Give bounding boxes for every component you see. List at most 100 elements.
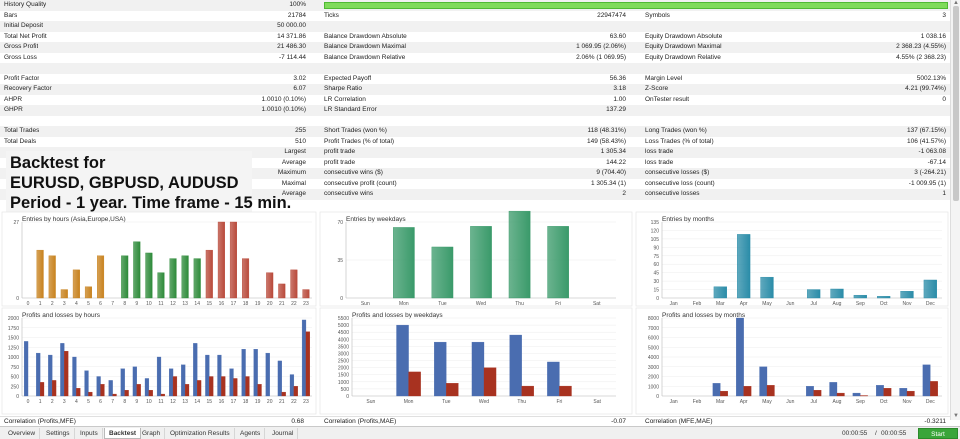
bar bbox=[60, 289, 68, 299]
backtest-overlay-caption: Backtest for EURUSD, GBPUSD, AUDUSD Peri… bbox=[6, 151, 291, 215]
profit-bar bbox=[253, 349, 258, 397]
y-tick-label: 8000 bbox=[648, 316, 659, 322]
profit-bar bbox=[265, 352, 270, 397]
profit-bar bbox=[48, 354, 53, 397]
loss-bar bbox=[124, 389, 129, 397]
x-tick-label: Sep bbox=[856, 301, 865, 307]
stats-row: Profit Factor 3.02 Expected Payoff 56.36 Mar… bbox=[0, 74, 950, 85]
x-tick-label: Thu bbox=[517, 399, 526, 405]
y-tick-label: 2500 bbox=[338, 359, 349, 365]
x-tick-label: Jul bbox=[810, 301, 816, 307]
start-button[interactable]: Start bbox=[918, 428, 958, 439]
profit-bar bbox=[471, 341, 485, 397]
stats-value: 118 (48.31%) bbox=[587, 127, 626, 134]
tab-backtest[interactable]: Backtest bbox=[104, 428, 142, 439]
stats-row bbox=[0, 63, 950, 74]
bar bbox=[290, 269, 298, 299]
loss-bar bbox=[233, 378, 238, 397]
stats-label: Loss Trades (% of total) bbox=[645, 137, 714, 145]
tab-graph[interactable]: Graph bbox=[138, 428, 166, 439]
y-tick-label: 105 bbox=[651, 237, 660, 243]
profit-bar bbox=[899, 388, 908, 397]
chart-title: Entries by months bbox=[662, 216, 715, 223]
tab-settings[interactable]: Settings bbox=[42, 428, 75, 439]
tab-inputs[interactable]: Inputs bbox=[76, 428, 103, 439]
scroll-thumb[interactable] bbox=[953, 6, 959, 201]
y-tick-label: 5000 bbox=[338, 323, 349, 329]
loss-bar bbox=[221, 376, 226, 397]
profit-bar bbox=[852, 392, 861, 397]
stats-value: 100% bbox=[289, 1, 306, 8]
y-tick-label: 2000 bbox=[8, 316, 19, 322]
correlation-profits-mfe-value: 0.68 bbox=[291, 418, 304, 425]
profit-bar bbox=[434, 341, 447, 397]
profit-bar bbox=[156, 356, 162, 397]
stats-label: profit trade bbox=[324, 158, 356, 166]
loss-bar bbox=[446, 383, 459, 397]
x-tick-label: 7 bbox=[111, 399, 114, 405]
bar bbox=[393, 227, 415, 299]
loss-bar bbox=[720, 390, 728, 397]
stats-value: 510 bbox=[295, 137, 306, 145]
profit-bar bbox=[36, 352, 41, 397]
y-tick-label: 500 bbox=[11, 375, 20, 381]
scroll-down-icon[interactable]: ▼ bbox=[953, 413, 959, 419]
stats-label: History Quality bbox=[4, 1, 47, 8]
stats-value: 1 bbox=[942, 190, 946, 197]
scroll-up-icon[interactable]: ▲ bbox=[953, 0, 959, 6]
profit-bar bbox=[806, 386, 814, 397]
tab-agents[interactable]: Agents bbox=[236, 428, 266, 439]
x-tick-label: Mar bbox=[716, 301, 725, 307]
stats-row: Recovery Factor 6.07 Sharpe Ratio 3.18 Z-Sco… bbox=[0, 84, 950, 95]
profit-bar bbox=[84, 370, 89, 397]
profit-bar bbox=[829, 382, 838, 397]
elapsed-time: 00:00:55 bbox=[842, 430, 868, 437]
correlation-mfe-mae-value: -0.3211 bbox=[924, 418, 946, 425]
bar bbox=[84, 286, 92, 299]
bar bbox=[133, 241, 141, 299]
x-tick-label: 20 bbox=[267, 301, 273, 307]
x-tick-label: 21 bbox=[279, 301, 285, 307]
vertical-scrollbar[interactable]: ▲ ▼ bbox=[950, 0, 960, 420]
y-tick-label: 135 bbox=[651, 220, 660, 226]
bar bbox=[431, 246, 454, 299]
bar bbox=[278, 283, 286, 299]
y-tick-label: 500 bbox=[341, 387, 350, 393]
y-tick-label: 30 bbox=[653, 279, 659, 285]
loss-bar bbox=[743, 386, 752, 397]
tab-overview[interactable]: Overview bbox=[4, 428, 41, 439]
stats-label: Initial Deposit bbox=[4, 22, 44, 29]
loss-bar bbox=[160, 393, 165, 397]
overlay-line-2: EURUSD, GBPUSD, AUDUSD bbox=[10, 174, 239, 192]
stats-label: Gross Profit bbox=[4, 43, 39, 50]
bar bbox=[217, 221, 225, 299]
stats-value: 3 bbox=[942, 11, 946, 19]
x-tick-label: 15 bbox=[207, 301, 213, 307]
tab-optimization-results[interactable]: Optimization Results bbox=[166, 428, 235, 439]
loss-bar bbox=[257, 384, 262, 397]
y-tick-label: 1500 bbox=[8, 336, 19, 342]
total-time: 00:00:55 bbox=[881, 430, 907, 437]
x-tick-label: Sat bbox=[593, 301, 601, 307]
loss-bar bbox=[766, 385, 775, 397]
profit-bar bbox=[277, 360, 282, 397]
stats-label: Balance Drawdown Maximal bbox=[324, 43, 407, 50]
stats-value: 255 bbox=[295, 127, 306, 134]
bar bbox=[547, 226, 569, 299]
tab-journal[interactable]: Journal bbox=[268, 428, 299, 439]
correlation-profits-mae-label: Correlation (Profits,MAE) bbox=[324, 418, 397, 425]
y-tick-label: 1750 bbox=[8, 326, 19, 332]
x-tick-label: Tue bbox=[438, 301, 447, 307]
bar bbox=[713, 286, 727, 299]
stats-label: Maximal bbox=[281, 179, 306, 187]
x-tick-label: 11 bbox=[158, 399, 163, 405]
stats-row: Total Deals 510 Profit Trades (% of total)… bbox=[0, 137, 950, 148]
x-tick-label: 9 bbox=[135, 301, 138, 307]
y-tick-label: 0 bbox=[656, 394, 659, 400]
stats-label: consecutive losses ($) bbox=[645, 169, 710, 176]
x-tick-label: Nov bbox=[903, 399, 912, 405]
stats-value: 9 (704.40) bbox=[596, 169, 626, 176]
stats-label: Symbols bbox=[645, 11, 670, 19]
loss-bar bbox=[245, 376, 250, 397]
profit-bar bbox=[169, 368, 174, 397]
